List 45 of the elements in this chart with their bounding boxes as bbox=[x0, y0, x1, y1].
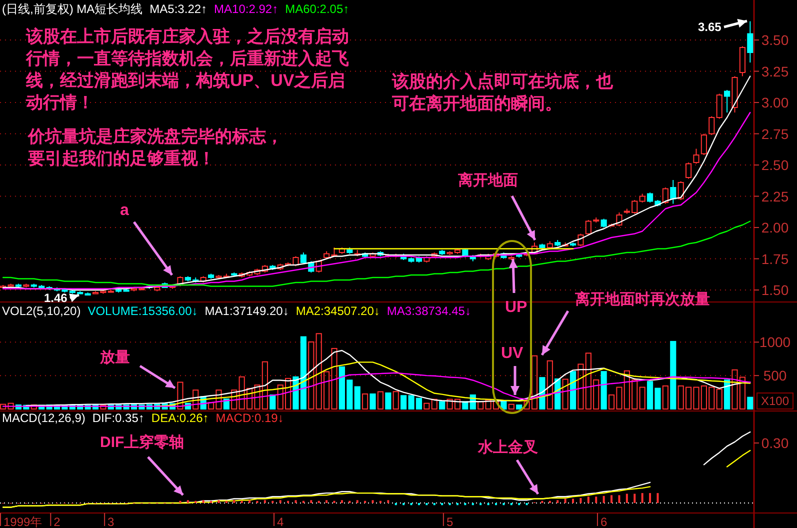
annotation: 价坑量坑是庄家洗盘完毕的标志，要引起我们的足够重视！ bbox=[28, 126, 284, 170]
annotation: 离开地面 bbox=[457, 171, 518, 189]
annotation: 该股在上市后既有庄家入驻，之后没有启动行情，一直等待指数机会，后重新进入起飞线，经过滑跑到末端，构筑UP、UV之后启动行情！ bbox=[26, 26, 350, 114]
text: MA10:2.92↑ bbox=[214, 2, 278, 16]
x-tick-label: 3 bbox=[108, 515, 115, 528]
text: MACD:0.19↓ bbox=[216, 411, 284, 425]
text: 0.30 bbox=[761, 435, 789, 451]
text: MA3:38734.45↓ bbox=[386, 304, 471, 318]
y-tick-label: 2.00 bbox=[761, 220, 789, 236]
y-tick-label: 2.25 bbox=[761, 188, 789, 204]
annotation: UV bbox=[501, 345, 524, 362]
x-tick-label: 5 bbox=[446, 515, 454, 528]
y-tick-label: 3.00 bbox=[761, 94, 789, 110]
x-tick-label: 6 bbox=[600, 515, 608, 528]
y-tick-label: 500 bbox=[763, 368, 787, 384]
text: DIF:0.35↑ bbox=[92, 411, 144, 425]
annotation: 该股的介入点即可在坑底，也可在离开地面的瞬间。 bbox=[392, 71, 614, 115]
chart-title: MACD(12,26,9) bbox=[2, 411, 86, 425]
text: MA2:34507.20↓ bbox=[296, 304, 380, 318]
y-tick-label: 3.25 bbox=[761, 63, 789, 80]
text: MA1:37149.20↓ bbox=[204, 304, 289, 318]
annotation: 水上金叉 bbox=[477, 439, 538, 456]
annotation: 放量 bbox=[99, 349, 130, 366]
annotation: DIF上穿零轴 bbox=[100, 433, 184, 451]
y-tick-label: 1000 bbox=[759, 334, 791, 350]
annotation: a bbox=[120, 202, 129, 219]
y-tick-label: 1.75 bbox=[761, 250, 789, 267]
x-tick-label: 1999年 bbox=[4, 515, 42, 528]
annotation: 3.65 bbox=[698, 20, 722, 34]
text: DEA:0.26↑ bbox=[151, 411, 209, 425]
y-tick-label: 1.50 bbox=[761, 282, 789, 298]
text: MA5:3.22↑ bbox=[150, 2, 208, 16]
chart-title: (日线,前复权) MA短长均线 bbox=[2, 2, 143, 16]
y-tick-label: 3.50 bbox=[761, 32, 789, 48]
text: MA60:2.05↑ bbox=[285, 2, 350, 16]
x-tick-label: 2 bbox=[54, 515, 61, 528]
y-axis-title: X100 bbox=[760, 394, 790, 408]
annotation: 1.46 bbox=[44, 291, 68, 305]
y-tick-label: 2.75 bbox=[761, 126, 789, 142]
annotation: 离开地面时再次放量 bbox=[574, 290, 710, 308]
y-tick-label: 2.50 bbox=[761, 157, 789, 173]
annotation: UP bbox=[505, 299, 528, 316]
chart-title: VOL2(5,10,20) bbox=[2, 304, 81, 318]
x-tick-label: 4 bbox=[277, 515, 284, 528]
text: VOLUME:15356.00↓ bbox=[88, 304, 198, 318]
